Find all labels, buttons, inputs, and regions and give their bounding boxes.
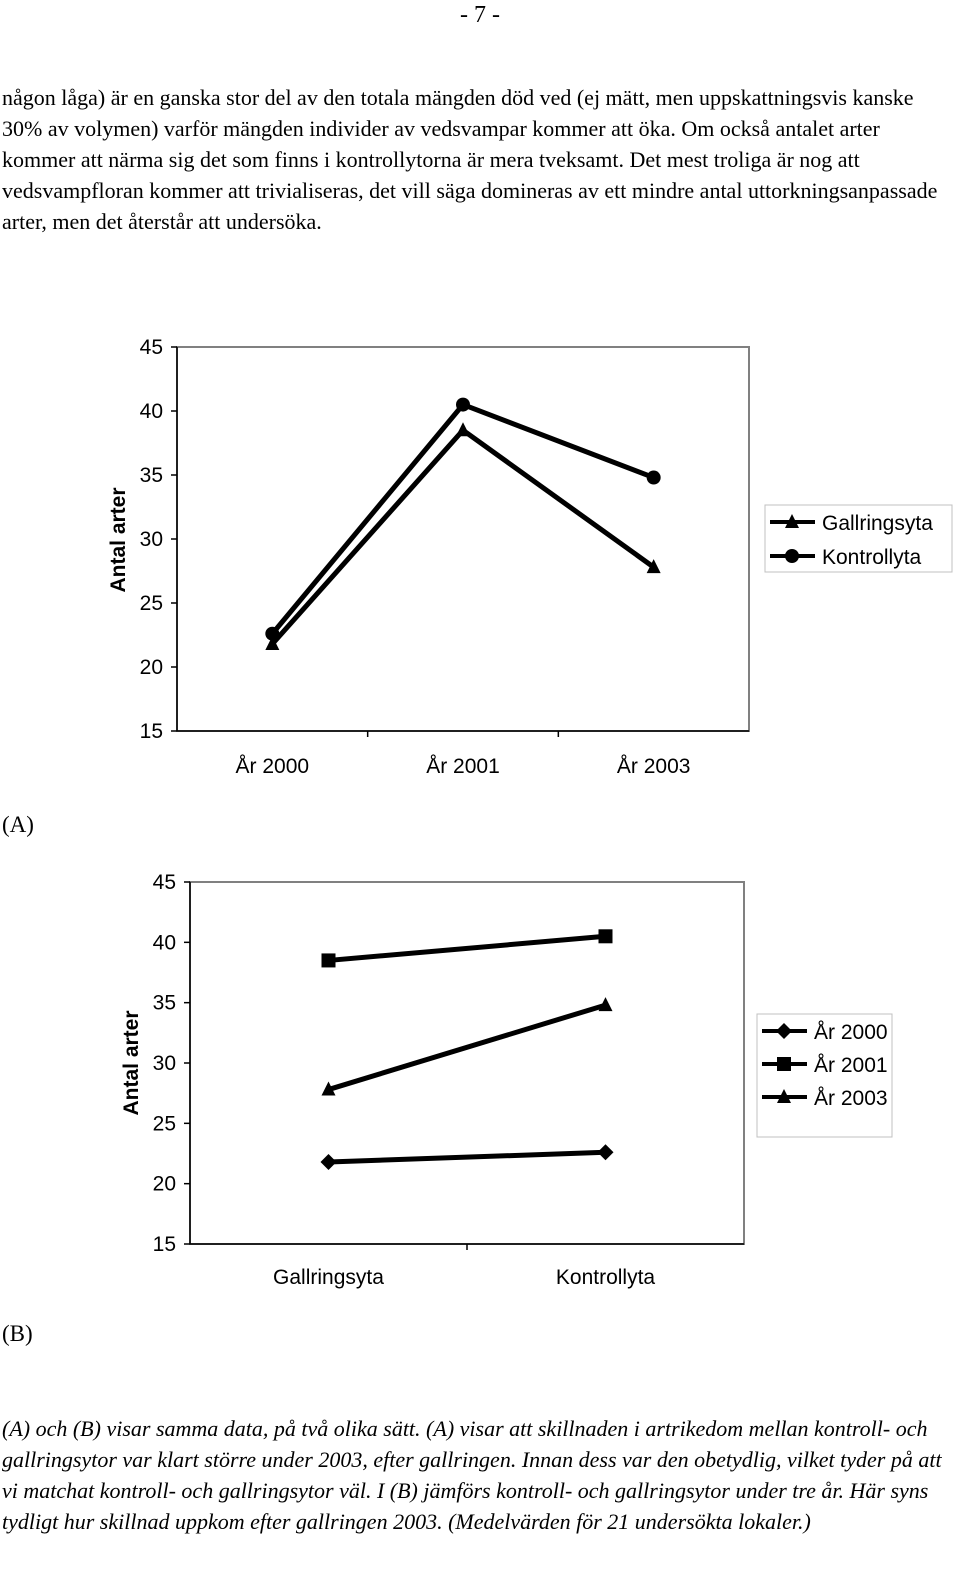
figure-label-b: (B)	[2, 1321, 33, 1346]
y-tick-label: 25	[140, 592, 163, 615]
chart-a-y-axis-label: Antal arter	[107, 487, 130, 592]
y-tick-label: 40	[153, 931, 176, 954]
legend-entry: Gallringsyta	[822, 512, 933, 535]
data-point	[456, 397, 470, 412]
y-tick-label: 15	[153, 1233, 176, 1256]
chart-b-ticks: 45 40 35 30 25 20 15 Gallringsyta Kontrollyta	[153, 871, 656, 1289]
y-tick-label: 30	[140, 528, 163, 551]
x-tick-label: År 2001	[426, 755, 500, 778]
y-tick-label: 20	[153, 1173, 176, 1196]
data-point	[646, 559, 661, 574]
y-tick-label: 40	[140, 400, 163, 423]
legend-entry: Kontrollyta	[822, 546, 922, 569]
legend-marker	[777, 1089, 791, 1103]
series-line-år-2003	[327, 1002, 607, 1092]
y-tick-label: 35	[153, 992, 176, 1015]
x-tick-label: Kontrollyta	[556, 1266, 656, 1289]
chart-a: 45 40 35 30 25 20 15 År 2000 År 2001 År 2003 Anta…	[107, 336, 953, 778]
legend-entry: År 2001	[814, 1054, 888, 1077]
chart-a-legend: Gallringsyta Kontrollyta	[764, 504, 953, 573]
data-point	[598, 929, 613, 944]
data-point	[646, 470, 661, 485]
y-tick-label: 25	[153, 1112, 176, 1135]
y-tick-label: 35	[140, 464, 163, 487]
data-point	[265, 626, 280, 641]
chart-b-plot-area	[189, 881, 745, 1245]
y-tick-label: 45	[140, 336, 163, 359]
figure-caption: (A) och (B) visar samma data, på två oli…	[2, 1416, 942, 1534]
data-point	[265, 635, 280, 650]
series-line-år-2001	[328, 933, 606, 963]
y-tick-label: 45	[153, 871, 176, 894]
legend-marker	[777, 1057, 791, 1071]
legend-marker	[785, 549, 799, 563]
data-point	[321, 1081, 336, 1096]
data-point	[321, 953, 336, 968]
chart-a-ticks: 45 40 35 30 25 20 15 År 2000 År 2001 År 2003	[140, 336, 691, 778]
legend-marker	[785, 514, 799, 528]
y-tick-label: 20	[140, 656, 163, 679]
data-point	[320, 1153, 337, 1170]
figure-label-a: (A)	[2, 812, 34, 837]
x-tick-label: År 2003	[617, 755, 691, 778]
chart-b-y-axis-label: Antal arter	[120, 1010, 143, 1115]
page-number: - 7 -	[460, 2, 500, 28]
x-tick-label: År 2000	[236, 755, 310, 778]
legend-marker	[776, 1023, 792, 1039]
chart-b-series	[320, 929, 614, 1170]
chart-b: 45 40 35 30 25 20 15 Gallringsyta Kontrollyta An…	[120, 871, 893, 1289]
data-point	[456, 422, 470, 437]
chart-b-legend: År 2000 År 2001 År 2003	[756, 1013, 893, 1138]
chart-a-series	[265, 397, 661, 650]
data-point	[597, 1144, 614, 1161]
body-paragraph: någon låga) är en ganska stor del av den…	[2, 85, 938, 234]
y-tick-label: 30	[153, 1052, 176, 1075]
y-tick-label: 15	[140, 720, 163, 743]
x-tick-label: Gallringsyta	[273, 1266, 384, 1289]
series-line-år-2000	[328, 1149, 606, 1165]
data-point	[598, 997, 613, 1012]
legend-entry: År 2003	[814, 1087, 888, 1110]
figure: 45 40 35 30 25 20 15 År 2000 År 2001 År 2003 Anta…	[107, 336, 953, 1289]
legend-entry: År 2000	[814, 1021, 888, 1044]
